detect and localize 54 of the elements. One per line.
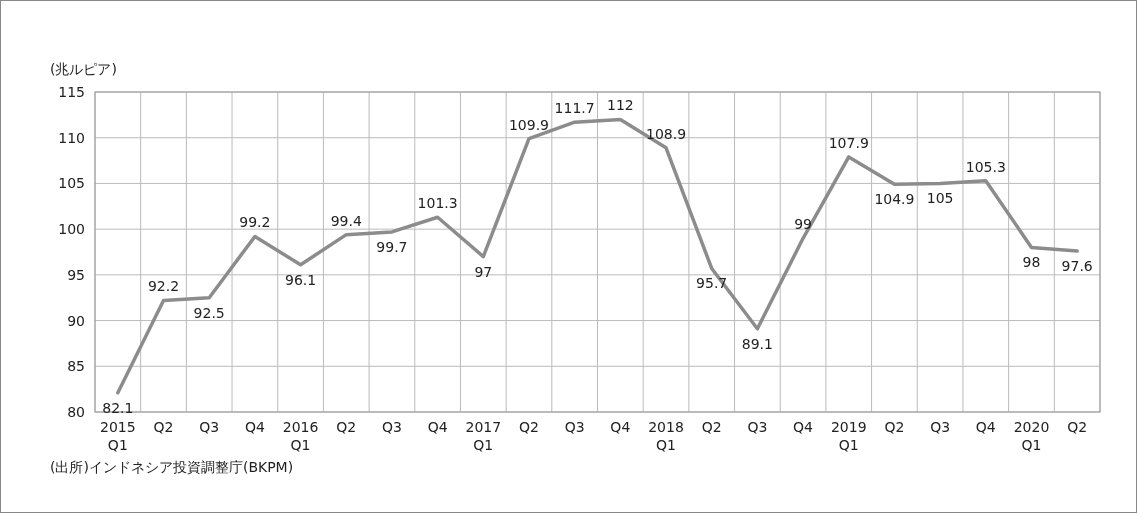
data-label: 99 xyxy=(794,216,812,233)
data-label: 97 xyxy=(474,263,493,280)
x-tick-label: 2017 Q1 xyxy=(465,419,502,453)
x-tick-label: Q4 xyxy=(793,419,814,435)
data-label: 99.7 xyxy=(376,238,408,255)
text: (出所)インドネシア投資調整庁(BKPM) xyxy=(50,459,294,475)
x-tick-label: Q2 xyxy=(701,419,722,435)
data-label: 99.2 xyxy=(239,214,271,231)
data-label: 96.1 xyxy=(284,271,317,288)
y-tick-label: 110 xyxy=(58,129,85,146)
data-label: 95.7 xyxy=(696,275,728,292)
x-tick-label: 2018 Q1 xyxy=(648,419,684,453)
data-label: 92.2 xyxy=(147,278,180,295)
data-label: 105.3 xyxy=(965,158,1006,175)
data-label: 107.9 xyxy=(828,134,869,151)
data-label: 98 xyxy=(1022,254,1041,271)
x-tick-label: Q2 xyxy=(153,419,174,435)
data-label: 101.3 xyxy=(417,195,458,212)
data-label: 89.1 xyxy=(741,335,773,352)
x-tick-label: Q3 xyxy=(747,419,768,435)
x-tick-label: Q4 xyxy=(244,419,265,435)
x-tick-label: Q4 xyxy=(610,419,631,435)
x-tick-label: 2016 Q1 xyxy=(282,419,319,453)
y-tick-label: 90 xyxy=(67,312,85,329)
x-tick-label: Q3 xyxy=(564,419,585,435)
x-tick-label: 2015 Q1 xyxy=(100,419,136,453)
data-label: 104.9 xyxy=(874,191,915,208)
y-tick-label: 105 xyxy=(58,175,85,192)
x-tick-label: Q4 xyxy=(975,419,996,435)
x-tick-label: Q4 xyxy=(427,419,448,435)
x-tick-label: 2020 Q1 xyxy=(1013,419,1050,453)
data-label: 99.4 xyxy=(330,212,362,229)
x-tick-label: Q3 xyxy=(930,419,951,435)
data-label: 92.5 xyxy=(193,304,225,321)
data-label: 82.1 xyxy=(102,399,134,416)
x-tick-label: Q2 xyxy=(884,419,905,435)
data-label: 111.7 xyxy=(554,100,595,117)
x-tick-label: Q2 xyxy=(1067,419,1088,435)
data-label: 109.9 xyxy=(508,116,550,133)
y-tick-label: 80 xyxy=(67,404,85,420)
data-label: 108.9 xyxy=(645,125,687,142)
data-label: 97.6 xyxy=(1061,258,1093,275)
data-label: 105 xyxy=(926,190,954,207)
y-tick-label: 95 xyxy=(67,266,85,283)
x-tick-label: Q3 xyxy=(199,419,220,435)
y-axis-title: (兆ルピア) xyxy=(50,61,117,77)
x-tick-label: 2019 Q1 xyxy=(830,419,867,453)
y-tick-label: 100 xyxy=(58,221,85,238)
y-tick-label: 115 xyxy=(58,84,85,100)
x-tick-label: Q3 xyxy=(381,419,402,435)
x-tick-label: Q2 xyxy=(519,419,539,435)
data-label: 112 xyxy=(606,97,634,114)
y-tick-label: 85 xyxy=(67,358,85,375)
x-tick-label: Q2 xyxy=(336,419,357,435)
